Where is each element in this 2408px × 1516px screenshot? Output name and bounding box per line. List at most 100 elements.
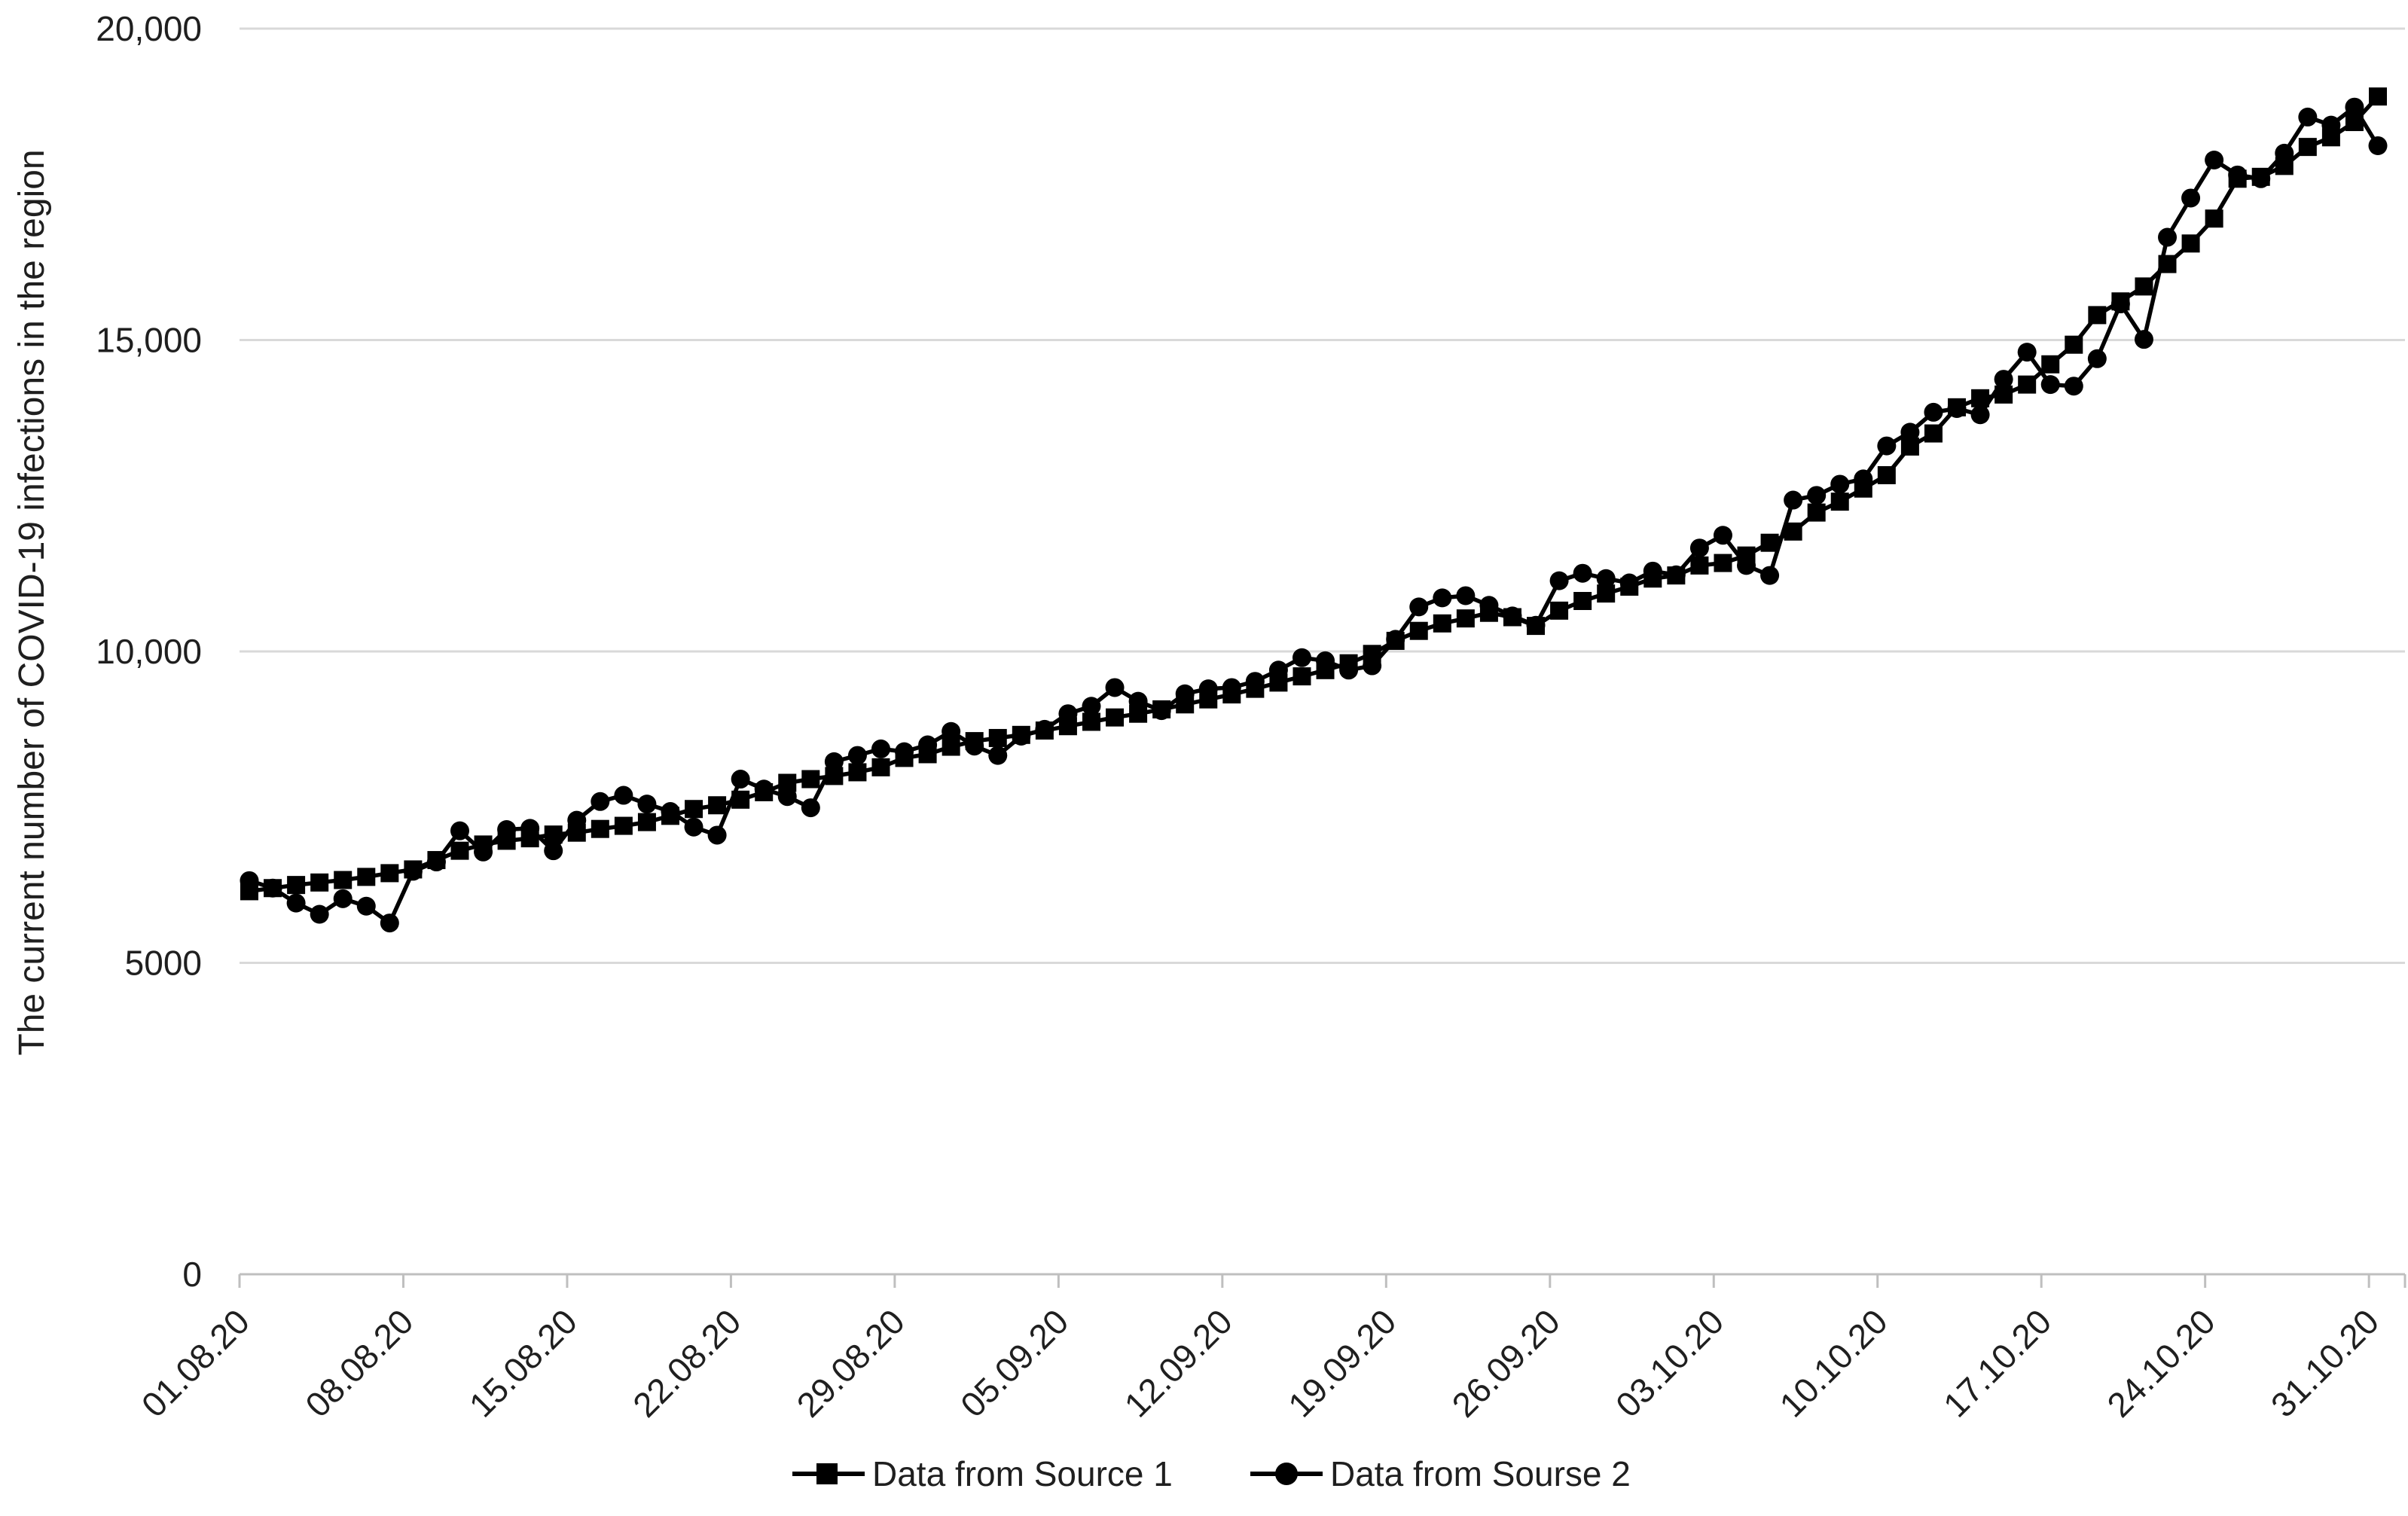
square-marker [1503, 608, 1521, 627]
square-marker [942, 737, 960, 756]
circle-marker [450, 821, 469, 840]
circle-marker [1807, 486, 1827, 505]
x-tick-label: 19.09.20 [1280, 1301, 1403, 1424]
series-line [249, 95, 2380, 894]
square-marker [427, 851, 446, 870]
square-marker [1527, 617, 1546, 636]
square-marker [240, 882, 258, 901]
square-marker [1807, 503, 1826, 522]
circle-marker [591, 792, 610, 811]
square-marker [2065, 335, 2083, 354]
circle-marker [1689, 538, 1709, 558]
circle-marker [1877, 436, 1897, 456]
circle-marker [942, 721, 961, 741]
square-marker [1620, 577, 1639, 596]
square-marker [1012, 725, 1030, 744]
square-marker [1456, 609, 1475, 628]
square-marker [1994, 385, 2013, 404]
square-marker [2088, 306, 2107, 325]
square-marker [1971, 389, 1990, 407]
legend-item-sourse-2: Data from Sourse 2 [1250, 1454, 1631, 1493]
square-marker [1667, 566, 1686, 585]
circle-marker [684, 817, 703, 837]
series-data-from-source-1 [240, 87, 2388, 901]
circle-marker [1456, 586, 1476, 605]
square-marker [2135, 277, 2153, 296]
circle-marker [1713, 526, 1732, 545]
square-marker [965, 732, 984, 751]
square-marker [591, 819, 609, 838]
x-tick-label: 15.08.20 [462, 1301, 584, 1424]
square-marker [1152, 700, 1171, 718]
circle-icon [1275, 1463, 1298, 1485]
square-marker [1035, 721, 1054, 740]
x-tick-label: 05.09.20 [953, 1301, 1076, 1424]
legend-item-source-1: Data from Source 1 [792, 1454, 1173, 1493]
square-marker [1176, 695, 1195, 714]
y-tick-label: 15,000 [96, 321, 202, 360]
circle-marker [2205, 150, 2224, 169]
square-marker [778, 773, 797, 792]
x-tick-label: 24.10.20 [2099, 1301, 2222, 1424]
square-marker [1269, 673, 1288, 692]
circle-marker [1596, 569, 1616, 588]
square-marker [895, 749, 914, 767]
square-marker [1714, 554, 1732, 572]
circle-marker [614, 785, 633, 805]
square-marker [2321, 128, 2340, 147]
square-marker [2228, 169, 2247, 188]
square-marker [1573, 592, 1592, 611]
square-marker [1106, 708, 1125, 727]
square-marker [1293, 667, 1311, 686]
circle-marker [1784, 490, 1803, 510]
circle-marker [2298, 107, 2318, 127]
circle-marker [356, 896, 376, 916]
square-marker [1760, 533, 1779, 552]
circle-marker [1105, 678, 1125, 697]
circle-marker [801, 798, 820, 818]
square-marker [2041, 355, 2060, 374]
circle-marker [1900, 422, 1920, 442]
circle-marker [1409, 597, 1429, 617]
circle-marker [1433, 588, 1452, 608]
square-marker [1433, 614, 1451, 633]
square-marker [2181, 234, 2200, 253]
square-marker [497, 831, 516, 850]
circle-marker [1830, 474, 1850, 494]
circle-marker [1924, 402, 1943, 422]
x-tick-label: 12.09.20 [1117, 1301, 1240, 1424]
square-marker [450, 841, 469, 860]
square-marker [1924, 424, 1943, 443]
square-marker [1479, 603, 1498, 622]
circle-marker [310, 904, 329, 924]
circle-marker [731, 770, 750, 789]
square-marker [2345, 113, 2364, 132]
square-marker [637, 813, 656, 831]
circle-marker [544, 841, 563, 861]
gridlines [240, 27, 2405, 964]
y-axis-tick-labels: 0 5000 10,000 15,000 20,000 [96, 9, 202, 1294]
square-marker [1246, 679, 1265, 698]
circle-marker [286, 893, 306, 913]
circle-marker [2017, 343, 2037, 362]
x-tick-label: 31.10.20 [2263, 1301, 2386, 1424]
square-marker [1386, 631, 1405, 650]
circle-marker [871, 739, 890, 758]
square-icon [816, 1463, 838, 1484]
square-marker [1784, 522, 1802, 541]
square-marker [334, 871, 353, 889]
square-marker [2251, 167, 2270, 186]
square-marker [871, 758, 890, 776]
square-marker [2298, 138, 2317, 157]
square-marker [1082, 712, 1100, 731]
square-marker [614, 816, 633, 835]
square-marker [1948, 398, 1967, 416]
square-marker [848, 763, 867, 782]
square-marker [2205, 209, 2223, 228]
square-marker [1222, 685, 1241, 704]
circle-marker [2345, 97, 2364, 117]
y-tick-label: 10,000 [96, 632, 202, 671]
x-tick-label: 08.08.20 [298, 1301, 420, 1424]
square-marker [1854, 479, 1872, 498]
